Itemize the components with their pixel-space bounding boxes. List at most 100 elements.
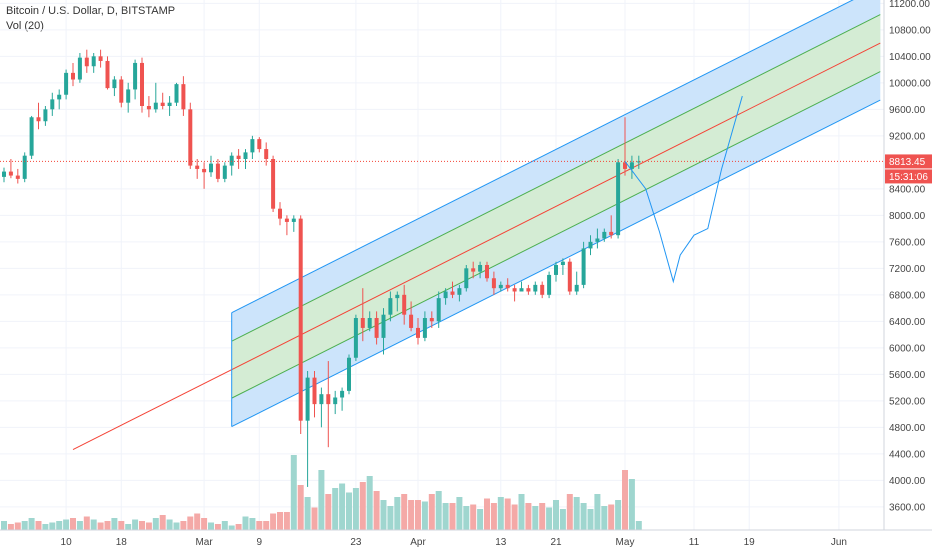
- volume-bar: [594, 494, 601, 530]
- candle-body: [581, 248, 586, 285]
- price-tick-label: 9200.00: [889, 131, 926, 142]
- candle-body: [450, 291, 455, 295]
- symbol-title: Bitcoin / U.S. Dollar, D, BITSTAMP: [6, 5, 176, 17]
- candle-body: [119, 79, 124, 103]
- candle-body: [498, 284, 503, 289]
- candle-body: [202, 168, 207, 173]
- candle-body: [278, 208, 282, 219]
- volume-bar: [194, 513, 201, 530]
- volume-bar: [152, 518, 159, 530]
- volume-bar: [511, 504, 518, 530]
- candle-body: [43, 109, 48, 122]
- volume-bar: [201, 518, 208, 530]
- candle-body: [291, 218, 296, 222]
- volume-bar: [580, 503, 587, 530]
- candle-body: [526, 288, 531, 292]
- candle-body: [602, 231, 607, 239]
- volume-bar: [49, 522, 56, 530]
- candle-body: [381, 314, 386, 338]
- volume-bar: [401, 494, 408, 530]
- candle-body: [84, 57, 89, 67]
- volume-bar: [83, 516, 90, 530]
- candle-body: [229, 155, 234, 166]
- candle-body: [195, 165, 200, 169]
- volume-bar: [332, 488, 339, 530]
- candle-body: [112, 79, 117, 89]
- volume-bar: [104, 521, 111, 530]
- candle-body: [71, 72, 75, 80]
- channel-upper-inner-line: [231, 14, 881, 342]
- volume-bar: [97, 522, 104, 530]
- price-tick-label: 4800.00: [889, 423, 926, 434]
- price-axis[interactable]: 3600.00 4000.00 4400.00 4800.00 5200.00 5600.…: [883, 0, 932, 550]
- price-tags: 8813.45 15:31:06: [885, 154, 932, 184]
- volume-bar: [573, 497, 580, 530]
- volume-bar: [14, 522, 21, 530]
- volume-bar: [559, 509, 566, 530]
- price-tick-label: 10000.00: [889, 78, 931, 89]
- volume-bar: [456, 497, 463, 530]
- volume-bar: [628, 479, 635, 530]
- volume-bar: [490, 503, 497, 530]
- candle-body: [560, 261, 565, 265]
- volume-bar: [1, 521, 7, 530]
- candle-body: [64, 72, 69, 95]
- candle-body: [98, 56, 103, 61]
- volume-bar: [525, 503, 532, 530]
- volume-bar: [297, 485, 304, 530]
- volume-bar: [145, 522, 152, 530]
- candle-body: [554, 265, 558, 275]
- volume-bar: [484, 498, 490, 530]
- candle-body: [416, 327, 420, 338]
- candle-body: [360, 318, 365, 328]
- candle-body: [505, 284, 510, 289]
- projection-path[interactable]: [624, 95, 743, 284]
- candle-body: [105, 60, 110, 89]
- candle-body: [174, 84, 179, 103]
- candle-body: [616, 162, 621, 236]
- time-tick-label: 11: [689, 537, 700, 548]
- time-tick-label: 13: [495, 537, 507, 548]
- regression-channel[interactable]: [72, 0, 881, 450]
- volume-bar: [318, 470, 325, 530]
- candle-body: [340, 390, 345, 398]
- volume-bar: [608, 504, 615, 530]
- volume-bar: [497, 497, 504, 530]
- candle-body: [264, 149, 269, 159]
- volume-bar: [111, 518, 118, 530]
- volume-bar: [415, 500, 421, 530]
- chart-legend: Bitcoin / U.S. Dollar, D, BITSTAMP Vol (…: [6, 4, 175, 34]
- candle-body: [8, 171, 13, 176]
- volume-bar: [283, 512, 290, 530]
- candle-body: [188, 109, 193, 166]
- candle-body: [160, 102, 165, 106]
- candle-body: [347, 357, 351, 391]
- volume-bar: [28, 518, 35, 530]
- price-tick-label: 7600.00: [889, 237, 926, 248]
- candle-body: [29, 117, 34, 156]
- time-axis[interactable]: 10 18 Mar 9 23 Apr 13 21 May 11 19 Jun: [0, 529, 932, 548]
- candle-body: [257, 139, 262, 150]
- price-tick-label: 5200.00: [889, 396, 926, 407]
- time-tick-label: 18: [116, 537, 128, 548]
- candle-body: [36, 117, 41, 122]
- channel-midline: [72, 42, 881, 450]
- candle-body: [77, 57, 82, 80]
- volume-bar: [442, 503, 449, 530]
- candle-body: [519, 288, 524, 292]
- candle-body: [629, 162, 634, 169]
- candle-body: [374, 318, 379, 338]
- countdown-label: 15:31:06: [889, 172, 928, 183]
- candle-body: [298, 218, 303, 421]
- price-axis-bg: [884, 0, 932, 550]
- volume-bar: [221, 521, 228, 530]
- last-price-label: 8813.45: [889, 157, 926, 168]
- candle-body: [478, 265, 483, 272]
- candle-body: [146, 106, 151, 110]
- candle-body: [471, 268, 476, 272]
- volume-bar: [601, 506, 608, 530]
- price-tick-label: 7200.00: [889, 264, 926, 275]
- price-tick-label: 4000.00: [889, 476, 926, 487]
- channel-lower-inner-line: [231, 71, 881, 399]
